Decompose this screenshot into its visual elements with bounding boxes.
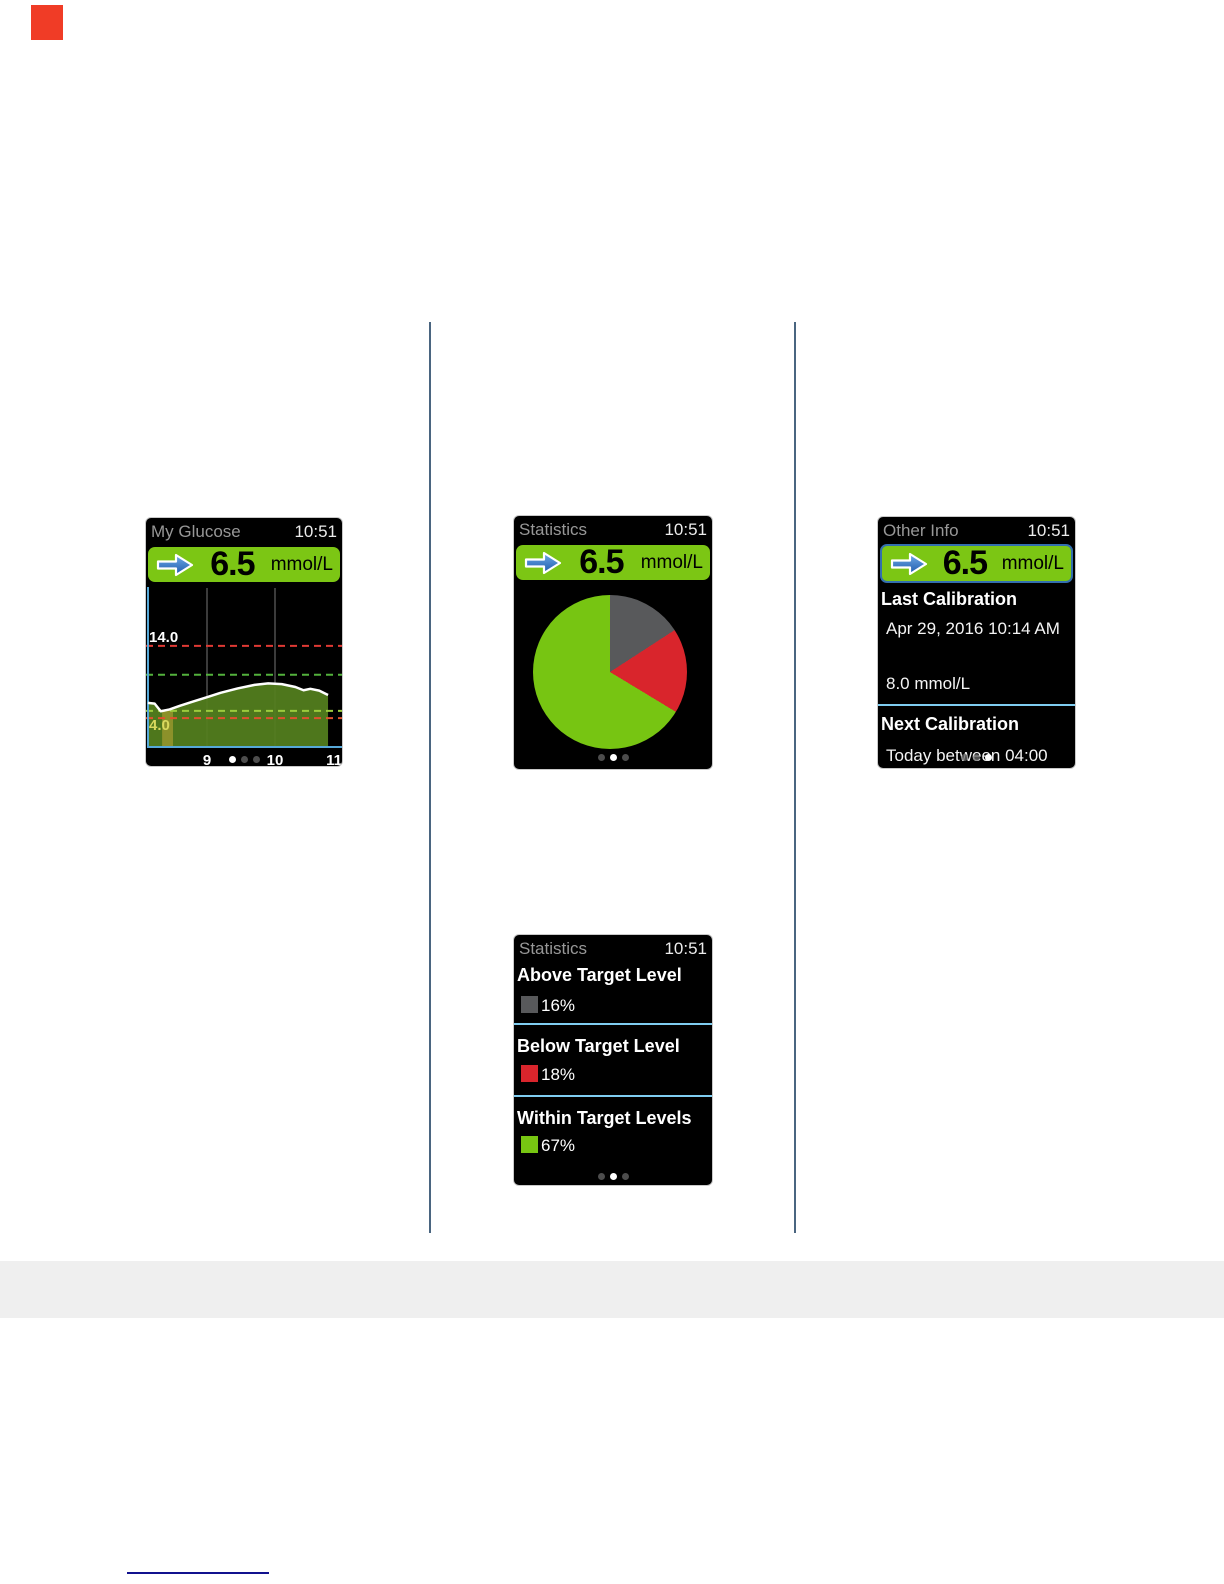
page-dot[interactable] xyxy=(961,754,968,761)
above-target-label: Above Target Level xyxy=(517,965,682,985)
page-dot[interactable] xyxy=(621,754,629,761)
watch-screen-my-glucose: My Glucose 10:51 6.5 mmol/L 14.0 4.0 9 10 11 xyxy=(146,518,342,766)
screen-title: Other Info xyxy=(883,521,959,540)
clock-time: 10:51 xyxy=(294,522,337,541)
clock-time: 10:51 xyxy=(1027,521,1070,540)
screen-title: Statistics xyxy=(519,939,588,958)
watch-screen-statistics-list: Statistics 10:51 Above Target Level 16% … xyxy=(514,935,712,1185)
page-dots[interactable] xyxy=(514,754,712,761)
steady-arrow-icon xyxy=(524,551,562,574)
page-dot[interactable] xyxy=(228,756,236,763)
above-target-swatch xyxy=(521,996,538,1013)
glucose-value: 6.5 xyxy=(579,543,624,581)
watch-screen-other-info: Other Info 10:51 6.5 mmol/L Last Calibra… xyxy=(878,517,1075,768)
page-dots[interactable] xyxy=(878,754,1075,761)
glucose-unit: mmol/L xyxy=(640,551,703,573)
clock-time: 10:51 xyxy=(664,939,707,958)
section-divider xyxy=(878,704,1075,706)
glucose-value: 6.5 xyxy=(942,544,988,582)
clock-time: 10:51 xyxy=(664,520,707,539)
steady-arrow-icon xyxy=(890,552,928,575)
screen-header: Other Info 10:51 xyxy=(878,517,1075,545)
glucose-unit: mmol/L xyxy=(270,553,333,575)
svg-text:4.0: 4.0 xyxy=(149,717,170,734)
section-divider xyxy=(514,1023,712,1025)
section-divider xyxy=(514,1095,712,1097)
svg-text:14.0: 14.0 xyxy=(149,629,178,646)
last-calibration-datetime: Apr 29, 2016 10:14 AM xyxy=(886,619,1060,638)
next-calibration-heading: Next Calibration xyxy=(881,714,1020,734)
below-target-percent: 18% xyxy=(541,1065,576,1084)
steady-arrow-icon xyxy=(156,553,194,576)
watch-screen-statistics-pie: Statistics 10:51 6.5 mmol/L xyxy=(514,516,712,769)
page-dots[interactable] xyxy=(514,1173,712,1180)
below-target-swatch xyxy=(521,1065,538,1082)
glucose-trend-chart: 14.0 4.0 9 10 11 xyxy=(146,587,342,766)
above-target-percent: 16% xyxy=(541,996,576,1015)
page-dot[interactable] xyxy=(252,756,260,763)
column-divider-right xyxy=(794,322,796,1233)
page-dot[interactable] xyxy=(597,754,605,761)
glucose-banner: 6.5 mmol/L xyxy=(148,545,340,583)
glucose-banner: 6.5 mmol/L xyxy=(516,543,710,581)
statistics-pie xyxy=(533,595,687,749)
within-target-label: Within Target Levels xyxy=(517,1108,692,1128)
footer-link-rule[interactable] xyxy=(127,1572,269,1574)
screen-title: My Glucose xyxy=(151,522,241,541)
svg-text:9: 9 xyxy=(203,752,211,766)
below-target-label: Below Target Level xyxy=(517,1036,680,1056)
page-dot[interactable] xyxy=(597,1173,605,1180)
within-target-swatch xyxy=(521,1136,538,1153)
screen-header: Statistics 10:51 xyxy=(514,935,712,963)
red-annotation-marker xyxy=(31,5,63,40)
last-calibration-value: 8.0 mmol/L xyxy=(886,674,971,693)
page-dot[interactable] xyxy=(973,754,980,761)
page-dot[interactable] xyxy=(240,756,248,763)
svg-text:11: 11 xyxy=(326,752,342,766)
screen-header: My Glucose 10:51 xyxy=(146,518,342,546)
last-calibration-heading: Last Calibration xyxy=(881,589,1018,609)
footer-band xyxy=(0,1261,1224,1318)
page-dot[interactable] xyxy=(985,754,992,761)
page-dot[interactable] xyxy=(609,754,617,761)
glucose-unit: mmol/L xyxy=(1001,552,1064,574)
glucose-banner: 6.5 mmol/L xyxy=(880,544,1073,583)
screen-title: Statistics xyxy=(519,520,588,539)
column-divider-left xyxy=(429,322,431,1233)
page-dots[interactable] xyxy=(146,756,342,763)
svg-text:10: 10 xyxy=(267,752,284,766)
within-target-percent: 67% xyxy=(541,1136,576,1155)
glucose-value: 6.5 xyxy=(210,545,255,583)
page-dot[interactable] xyxy=(609,1173,617,1180)
page-dot[interactable] xyxy=(621,1173,629,1180)
screen-header: Statistics 10:51 xyxy=(514,516,712,544)
